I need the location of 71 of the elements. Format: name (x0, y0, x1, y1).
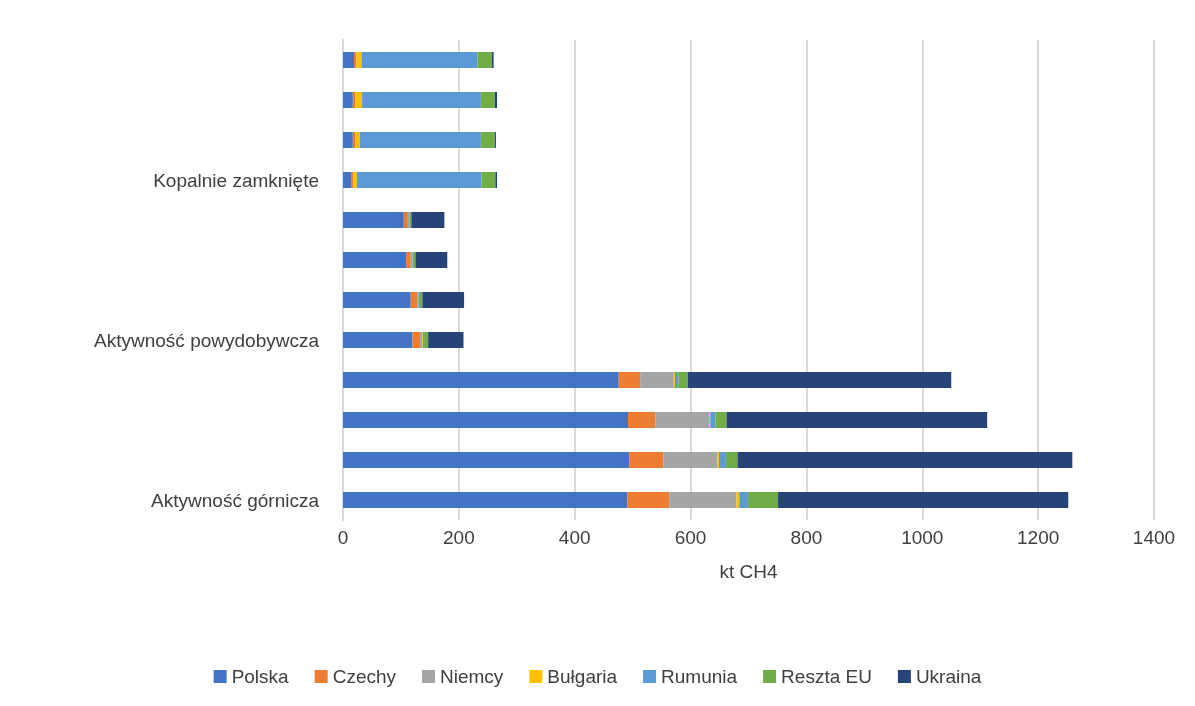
bar (640, 372, 674, 388)
legend-label: Ukraina (915, 666, 982, 687)
x-tick-label: 600 (674, 527, 707, 548)
bar (343, 332, 413, 348)
bar (737, 452, 1073, 468)
bar (422, 292, 465, 308)
x-tick-label: 0 (337, 527, 349, 548)
bar (410, 292, 418, 308)
bar (628, 412, 656, 428)
legend-label: Niemcy (440, 666, 504, 687)
bar (710, 412, 716, 428)
bar (343, 452, 630, 468)
bar (736, 492, 740, 508)
bar (406, 252, 411, 268)
bar (687, 372, 952, 388)
bar (359, 132, 481, 148)
bar (361, 52, 478, 68)
bar (343, 52, 355, 68)
x-tick-label: 1200 (1017, 527, 1060, 548)
bar (618, 372, 641, 388)
y-tick-label: Kopalnie zamknięte (153, 169, 319, 191)
legend-label: Polska (231, 666, 290, 687)
bar (627, 492, 670, 508)
bar (343, 132, 353, 148)
bar (715, 412, 727, 428)
bar (343, 492, 628, 508)
bar (725, 452, 738, 468)
bar (403, 212, 408, 228)
x-tick-label: 1000 (901, 527, 944, 548)
bar (726, 412, 988, 428)
bar (480, 132, 495, 148)
legend-label: Bułgaria (547, 666, 618, 687)
bar (343, 172, 352, 188)
bar (678, 372, 688, 388)
bar (355, 92, 363, 108)
bar (747, 492, 779, 508)
bar (343, 212, 404, 228)
bar (739, 492, 748, 508)
bar (655, 412, 710, 428)
bar (356, 52, 362, 68)
bar (343, 412, 629, 428)
bar (355, 132, 360, 148)
bar (428, 332, 464, 348)
x-tick-label: 800 (790, 527, 823, 548)
bar (356, 172, 482, 188)
bar (411, 212, 445, 228)
x-tick-label: 400 (558, 527, 591, 548)
bar (412, 332, 421, 348)
bar (669, 492, 737, 508)
bar (343, 292, 411, 308)
y-tick-label: Aktywność górnicza (151, 489, 320, 511)
x-tick-label: 1400 (1132, 527, 1176, 548)
bar (629, 452, 664, 468)
bar (415, 252, 448, 268)
legend-label: Reszta EU (781, 666, 872, 687)
bar (343, 92, 353, 108)
bar (718, 452, 726, 468)
bar (480, 92, 495, 108)
bar (481, 172, 496, 188)
bar (424, 332, 429, 348)
y-tick-label: Aktywność powydobywcza (94, 329, 320, 351)
bar (778, 492, 1069, 508)
x-tick-label: 200 (443, 527, 475, 548)
bar (343, 252, 407, 268)
legend-label: Czechy (332, 666, 397, 687)
bar (663, 452, 718, 468)
x-axis-title: kt CH4 (719, 561, 778, 582)
bar (343, 372, 619, 388)
legend-label: Rumunia (661, 666, 738, 687)
bar (477, 52, 492, 68)
bar (362, 92, 481, 108)
